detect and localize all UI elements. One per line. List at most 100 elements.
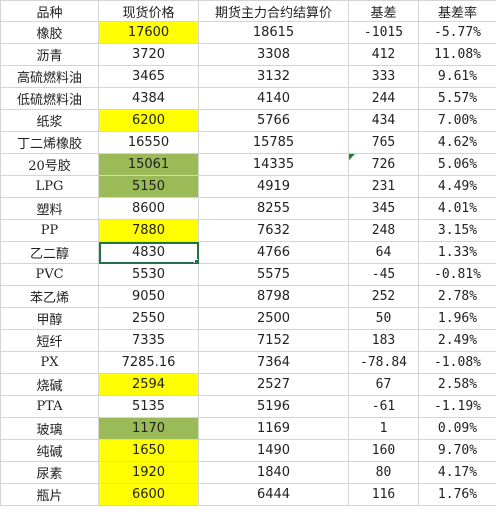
cell-basis-rate[interactable]: 2.78% bbox=[418, 285, 496, 308]
cell-product-name[interactable]: PX bbox=[0, 351, 99, 374]
cell-spot-price[interactable]: 5135 bbox=[98, 395, 199, 418]
cell-spot-price[interactable]: 4384 bbox=[98, 87, 199, 110]
cell-futures-price[interactable]: 3132 bbox=[198, 65, 349, 88]
cell-spot-price[interactable]: 1170 bbox=[98, 417, 199, 440]
cell-spot-price[interactable]: 2594 bbox=[98, 373, 199, 396]
cell-basis-rate[interactable]: 5.06% bbox=[418, 153, 496, 176]
cell-basis-rate[interactable]: -1.08% bbox=[418, 351, 496, 374]
cell-futures-price[interactable]: 1169 bbox=[198, 417, 349, 440]
header-basis-rate[interactable]: 基差率 bbox=[418, 0, 496, 22]
cell-basis[interactable]: 160 bbox=[348, 439, 419, 462]
cell-basis[interactable]: 252 bbox=[348, 285, 419, 308]
cell-product-name[interactable]: PVC bbox=[0, 263, 99, 286]
cell-futures-price[interactable]: 8255 bbox=[198, 197, 349, 220]
cell-basis-rate[interactable]: 5.57% bbox=[418, 87, 496, 110]
cell-basis-rate[interactable]: 4.17% bbox=[418, 461, 496, 484]
cell-futures-price[interactable]: 2527 bbox=[198, 373, 349, 396]
cell-spot-price[interactable]: 7880 bbox=[98, 219, 199, 242]
cell-product-name[interactable]: 尿素 bbox=[0, 461, 99, 484]
cell-basis[interactable]: 1 bbox=[348, 417, 419, 440]
cell-basis[interactable]: 412 bbox=[348, 43, 419, 66]
cell-futures-price[interactable]: 4766 bbox=[198, 241, 349, 264]
cell-spot-price[interactable]: 5150 bbox=[98, 175, 199, 198]
cell-product-name[interactable]: PP bbox=[0, 219, 99, 242]
cell-basis[interactable]: -1015 bbox=[348, 21, 419, 44]
cell-product-name[interactable]: 纸浆 bbox=[0, 109, 99, 132]
cell-spot-price[interactable]: 3465 bbox=[98, 65, 199, 88]
cell-product-name[interactable]: PTA bbox=[0, 395, 99, 418]
cell-product-name[interactable]: 甲醇 bbox=[0, 307, 99, 330]
cell-spot-price[interactable]: 17600 bbox=[98, 21, 199, 44]
header-spot-price[interactable]: 现货价格 bbox=[98, 0, 199, 22]
cell-futures-price[interactable]: 14335 bbox=[198, 153, 349, 176]
cell-basis[interactable]: -78.84 bbox=[348, 351, 419, 374]
cell-basis-rate[interactable]: -1.19% bbox=[418, 395, 496, 418]
cell-basis-rate[interactable]: 4.62% bbox=[418, 131, 496, 154]
cell-basis[interactable]: 67 bbox=[348, 373, 419, 396]
cell-basis-rate[interactable]: 1.96% bbox=[418, 307, 496, 330]
cell-spot-price[interactable]: 9050 bbox=[98, 285, 199, 308]
cell-basis[interactable]: 726 bbox=[348, 153, 419, 176]
cell-spot-price[interactable]: 16550 bbox=[98, 131, 199, 154]
cell-spot-price[interactable]: 15061 bbox=[98, 153, 199, 176]
cell-product-name[interactable]: 塑料 bbox=[0, 197, 99, 220]
cell-basis[interactable]: 765 bbox=[348, 131, 419, 154]
cell-basis-rate[interactable]: 1.33% bbox=[418, 241, 496, 264]
cell-product-name[interactable]: 纯碱 bbox=[0, 439, 99, 462]
cell-futures-price[interactable]: 6444 bbox=[198, 483, 349, 506]
cell-product-name[interactable]: 玻璃 bbox=[0, 417, 99, 440]
cell-basis-rate[interactable]: 4.49% bbox=[418, 175, 496, 198]
cell-basis-rate[interactable]: -5.77% bbox=[418, 21, 496, 44]
cell-product-name[interactable]: 烧碱 bbox=[0, 373, 99, 396]
cell-product-name[interactable]: LPG bbox=[0, 175, 99, 198]
header-futures-price[interactable]: 期货主力合约结算价 bbox=[198, 0, 349, 22]
cell-spot-price[interactable]: 8600 bbox=[98, 197, 199, 220]
cell-futures-price[interactable]: 7632 bbox=[198, 219, 349, 242]
cell-futures-price[interactable]: 4140 bbox=[198, 87, 349, 110]
cell-product-name[interactable]: 乙二醇 bbox=[0, 241, 99, 264]
cell-spot-price[interactable]: 3720 bbox=[98, 43, 199, 66]
error-indicator-icon[interactable] bbox=[349, 154, 355, 160]
cell-spot-price[interactable]: 1920 bbox=[98, 461, 199, 484]
cell-basis[interactable]: 116 bbox=[348, 483, 419, 506]
cell-basis-rate[interactable]: 3.15% bbox=[418, 219, 496, 242]
cell-futures-price[interactable]: 15785 bbox=[198, 131, 349, 154]
cell-futures-price[interactable]: 4919 bbox=[198, 175, 349, 198]
header-name[interactable]: 品种 bbox=[0, 0, 99, 22]
cell-basis-rate[interactable]: 11.08% bbox=[418, 43, 496, 66]
cell-product-name[interactable]: 低硫燃料油 bbox=[0, 87, 99, 110]
cell-basis-rate[interactable]: 1.76% bbox=[418, 483, 496, 506]
cell-futures-price[interactable]: 1840 bbox=[198, 461, 349, 484]
cell-basis-rate[interactable]: 9.70% bbox=[418, 439, 496, 462]
cell-spot-price[interactable]: 6200 bbox=[98, 109, 199, 132]
fill-handle[interactable] bbox=[194, 259, 198, 263]
cell-basis[interactable]: 244 bbox=[348, 87, 419, 110]
cell-spot-price[interactable]: 6600 bbox=[98, 483, 199, 506]
header-basis[interactable]: 基差 bbox=[348, 0, 419, 22]
cell-spot-price[interactable]: 7285.16 bbox=[98, 351, 199, 374]
cell-basis[interactable]: 64 bbox=[348, 241, 419, 264]
cell-basis[interactable]: 248 bbox=[348, 219, 419, 242]
cell-product-name[interactable]: 短纤 bbox=[0, 329, 99, 352]
cell-basis-rate[interactable]: 2.58% bbox=[418, 373, 496, 396]
cell-futures-price[interactable]: 8798 bbox=[198, 285, 349, 308]
cell-basis[interactable]: 434 bbox=[348, 109, 419, 132]
cell-spot-price[interactable]: 7335 bbox=[98, 329, 199, 352]
cell-product-name[interactable]: 高硫燃料油 bbox=[0, 65, 99, 88]
cell-basis-rate[interactable]: 2.49% bbox=[418, 329, 496, 352]
cell-futures-price[interactable]: 5196 bbox=[198, 395, 349, 418]
cell-product-name[interactable]: 沥青 bbox=[0, 43, 99, 66]
cell-futures-price[interactable]: 1490 bbox=[198, 439, 349, 462]
cell-product-name[interactable]: 苯乙烯 bbox=[0, 285, 99, 308]
selected-cell[interactable]: 4830 bbox=[98, 241, 199, 264]
cell-basis[interactable]: 50 bbox=[348, 307, 419, 330]
cell-futures-price[interactable]: 7364 bbox=[198, 351, 349, 374]
cell-basis[interactable]: 183 bbox=[348, 329, 419, 352]
cell-basis[interactable]: -61 bbox=[348, 395, 419, 418]
cell-product-name[interactable]: 丁二烯橡胶 bbox=[0, 131, 99, 154]
cell-basis-rate[interactable]: 7.00% bbox=[418, 109, 496, 132]
cell-futures-price[interactable]: 7152 bbox=[198, 329, 349, 352]
cell-basis[interactable]: 80 bbox=[348, 461, 419, 484]
cell-product-name[interactable]: 橡胶 bbox=[0, 21, 99, 44]
cell-basis-rate[interactable]: 0.09% bbox=[418, 417, 496, 440]
